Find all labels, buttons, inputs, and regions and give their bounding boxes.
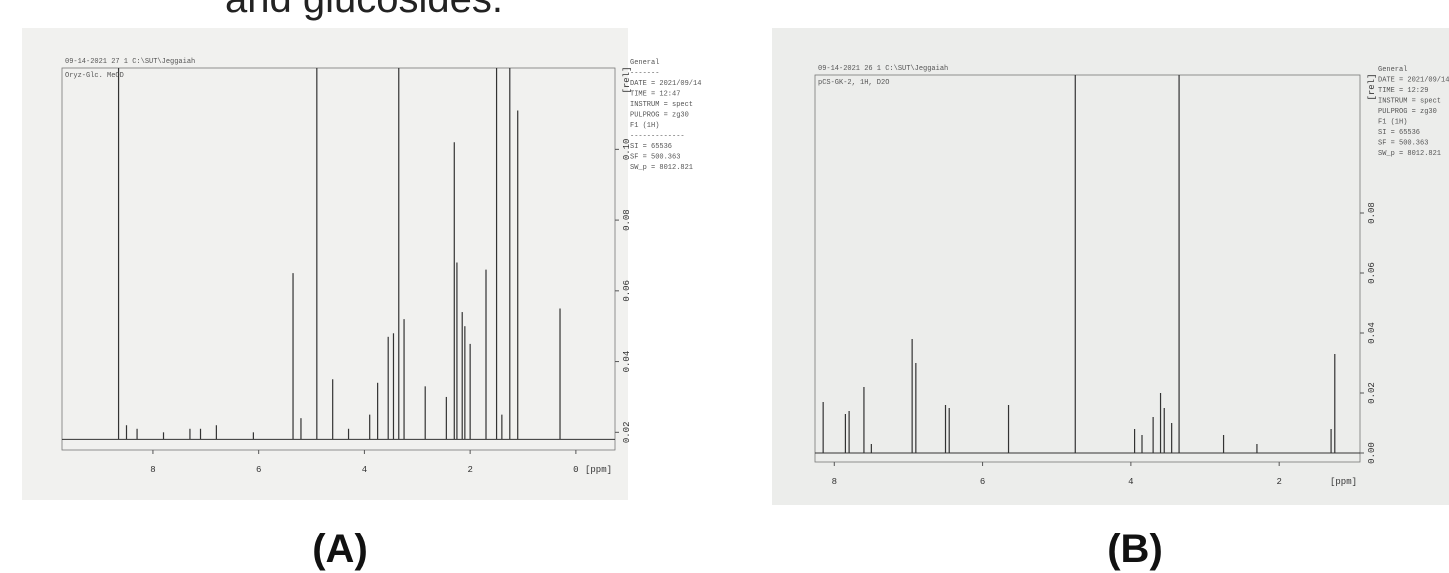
acquisition-parameter: SF = 500.363 — [630, 154, 680, 162]
acquisition-parameter: SI = 65536 — [1378, 129, 1420, 137]
plot-frame — [814, 74, 1361, 463]
acquisition-parameter: SI = 65536 — [630, 143, 672, 151]
acquisition-parameter: General — [1378, 66, 1407, 74]
acquisition-parameter: F1 (1H) — [1378, 119, 1407, 127]
x-tick-label: 6 — [256, 465, 261, 475]
y-tick-label: 0.06 — [1367, 262, 1377, 284]
x-tick-label: 4 — [362, 465, 367, 475]
x-tick-label: 6 — [980, 477, 985, 487]
figure-heading: and glucosides. — [225, 0, 503, 21]
acquisition-parameter: DATE = 2021/09/14 — [630, 80, 701, 88]
acquisition-parameter: TIME = 12:47 — [630, 91, 680, 99]
acquisition-parameter: PULPROG = zg30 — [1378, 108, 1437, 116]
x-tick-label: 4 — [1128, 477, 1133, 487]
y-tick-label: 0.06 — [622, 280, 632, 302]
y-tick-label: 0.00 — [1367, 442, 1377, 464]
x-tick-label: 8 — [832, 477, 837, 487]
y-tick-label: 0.10 — [622, 139, 632, 161]
acquisition-parameter: SW_p = 8012.821 — [1378, 150, 1441, 158]
sample-name: pCS-GK-2, 1H, D2O — [818, 79, 889, 87]
acquisition-parameter: General — [630, 59, 659, 67]
x-tick-label: 0 — [573, 465, 578, 475]
y-tick-label: 0.02 — [1367, 382, 1377, 404]
acquisition-parameter: SF = 500.363 — [1378, 140, 1428, 148]
acquisition-parameter: DATE = 2021/09/14 — [1378, 77, 1449, 85]
x-tick-label: 2 — [467, 465, 472, 475]
y-unit: [rel] — [1367, 73, 1377, 100]
x-tick-label: 8 — [150, 465, 155, 475]
photo-background — [22, 28, 628, 500]
acquisition-parameter: TIME = 12:29 — [1378, 87, 1428, 95]
acquisition-parameter: ------------- — [630, 133, 685, 141]
y-tick-label: 0.04 — [622, 351, 632, 373]
acquisition-parameter: INSTRUM = spect — [1378, 98, 1441, 106]
acquisition-parameter: INSTRUM = spect — [630, 101, 693, 109]
y-tick-label: 0.02 — [622, 422, 632, 444]
acquisition-parameter: F1 (1H) — [630, 122, 659, 130]
x-unit: [ppm] — [1330, 477, 1357, 487]
panel-label: (B) — [1107, 527, 1163, 571]
x-tick-label: 2 — [1276, 477, 1281, 487]
photo-background — [772, 28, 1449, 505]
y-unit: [rel] — [622, 66, 632, 93]
y-tick-label: 0.04 — [1367, 322, 1377, 344]
panel-label: (A) — [312, 527, 368, 571]
sample-name: Oryz-Glc. MeOD — [65, 72, 124, 80]
spectrum-header: 09-14-2021 27 1 C:\SUT\Jeggaiah — [65, 58, 195, 66]
acquisition-parameter: PULPROG = zg30 — [630, 112, 689, 120]
spectrum-header: 09-14-2021 26 1 C:\SUT\Jeggaiah — [818, 65, 948, 73]
acquisition-parameter: SW_p = 8012.821 — [630, 164, 693, 172]
y-tick-label: 0.08 — [1367, 202, 1377, 224]
acquisition-parameter: ------- — [630, 70, 659, 78]
x-unit: [ppm] — [585, 465, 612, 475]
y-tick-label: 0.08 — [622, 209, 632, 231]
plot-frame — [61, 67, 616, 451]
